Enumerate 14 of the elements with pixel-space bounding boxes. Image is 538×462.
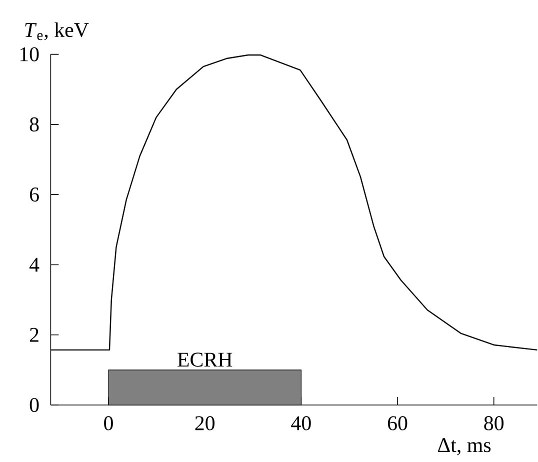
- y-axis-title: T$_{e}$, keV: [25, 22, 89, 40]
- x-tick-label: 20: [195, 416, 215, 430]
- x-tick-label: 60: [388, 416, 408, 430]
- y-tick-label: 8: [30, 117, 39, 132]
- y-tick-label: 0: [30, 398, 39, 412]
- y-tick-label: 10: [20, 47, 39, 62]
- y-tick-label: 2: [30, 328, 38, 342]
- y-tick-label: 6: [30, 188, 39, 202]
- x-axis-title: Δt, ms: [438, 438, 491, 456]
- x-tick-label: 80: [484, 416, 504, 430]
- series-label: ECRH: [178, 352, 232, 367]
- x-tick-label: 0: [104, 416, 113, 430]
- x-tick-label: 40: [291, 416, 311, 430]
- y-tick-label: 4: [29, 258, 40, 272]
